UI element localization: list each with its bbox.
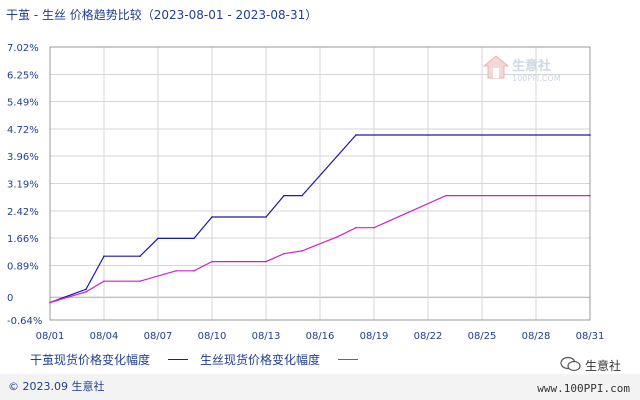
legend-item-series2: 生丝现货价格变化幅度 (200, 353, 321, 367)
data-point-series2 (445, 194, 447, 197)
data-point-series1 (157, 237, 159, 240)
plot-area-border (49, 46, 591, 321)
data-point-series2 (139, 280, 141, 282)
x-tick-label: 08/07 (144, 331, 173, 342)
data-point-series2 (283, 252, 285, 255)
data-point-series1 (139, 255, 141, 258)
data-point-series2 (337, 235, 339, 238)
data-point-series2 (373, 226, 375, 229)
y-tick-label: 1.66% (7, 234, 39, 245)
series-line-1 (49, 134, 590, 304)
data-point-series1 (103, 255, 105, 258)
site-url: www.100PPI.com (537, 382, 630, 395)
data-point-series1 (355, 134, 357, 136)
data-point-series1 (265, 216, 267, 218)
data-point-series1 (283, 194, 285, 197)
y-tick-label: 3.96% (7, 152, 39, 163)
y-tick-label: 6.25% (7, 70, 39, 81)
data-point-series1 (85, 288, 87, 291)
data-point-series2 (301, 250, 303, 252)
data-point-series2 (355, 226, 357, 229)
x-tick-label: 08/28 (522, 331, 551, 342)
x-tick-label: 08/10 (198, 331, 227, 342)
y-tick-label: -0.64% (7, 316, 42, 327)
x-tick-label: 08/04 (90, 331, 119, 342)
data-point-series1 (193, 237, 195, 240)
y-tick-label: 5.49% (7, 98, 39, 109)
copyright-text: © 2023.09 生意社 (8, 380, 105, 393)
footer-bar: © 2023.09 生意社 www.100PPI.com (0, 374, 640, 400)
legend-item-series1: 干茧现货价格变化幅度 (30, 353, 151, 367)
y-tick-label: 2.42% (7, 207, 39, 218)
y-tick-label: 0 (7, 293, 13, 304)
y-tick-label: 3.19% (7, 180, 39, 191)
chart-title: 干茧 - 生丝 价格趋势比较（2023-08-01 - 2023-08-31） (6, 8, 318, 22)
account-name: 生意社 (585, 359, 622, 373)
line-chart: -0.64% 0 0.89% 1.66% 2.42% 3.19% 3.96% 4.72% 5.4… (7, 43, 605, 342)
y-tick-label: 0.89% (7, 261, 39, 272)
y-tick-label: 4.72% (7, 125, 39, 136)
y-tick-label: 7.02% (7, 43, 39, 54)
x-tick-label: 08/16 (306, 331, 335, 342)
x-tick-label: 08/31 (576, 331, 605, 342)
x-tick-label: 08/25 (468, 331, 497, 342)
x-tick-label: 08/01 (36, 331, 65, 342)
x-tick-label: 08/19 (360, 331, 389, 342)
watermark-url: 100PPI.COM (512, 74, 561, 83)
wechat-icon (560, 356, 582, 376)
data-point-series2 (103, 280, 105, 282)
data-point-series1 (211, 216, 213, 218)
data-point-series2 (589, 194, 591, 197)
chart-legend: 干茧现货价格变化幅度 生丝现货价格变化幅度 (0, 351, 640, 369)
data-point-series2 (175, 270, 177, 272)
x-tick-label: 08/22 (414, 331, 443, 342)
watermark-logo-icon (482, 54, 510, 84)
watermark-name: 生意社 (512, 59, 552, 74)
data-point-series2 (49, 301, 51, 304)
legend-swatch-series2 (338, 359, 358, 360)
data-point-series2 (265, 260, 267, 263)
data-point-series1 (301, 194, 303, 197)
legend-swatch-series1 (168, 359, 188, 360)
x-tick-label: 08/13 (252, 331, 281, 342)
data-point-series2 (211, 260, 213, 263)
data-point-series2 (85, 291, 87, 293)
data-point-series2 (193, 270, 195, 272)
data-point-series1 (589, 134, 591, 136)
